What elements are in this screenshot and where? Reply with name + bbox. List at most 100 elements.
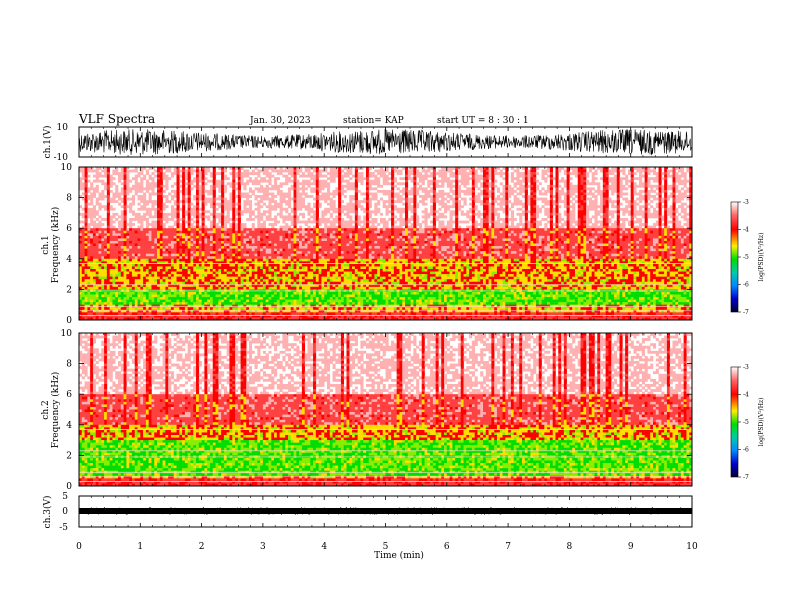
spectrogram-cell [307,182,311,186]
spectrogram-cell [307,202,311,206]
spectrogram-cell [675,200,679,203]
spectrogram-cell [410,223,414,226]
spectrogram-cell [647,215,651,219]
spectrogram-cell [432,177,436,181]
spectrogram-cell [329,197,333,201]
spectrogram-cell [157,202,161,206]
spectrogram-cell [449,169,453,173]
spectrogram-cell [285,177,289,181]
spectrogram-cell [346,179,350,183]
spectrogram-cell [530,233,534,237]
spectrogram-cell [502,202,506,206]
station-label: station= KAP [343,116,404,126]
spectrogram-cell [402,192,406,196]
spectrogram-cell [460,220,464,224]
spectrogram-cell [471,187,475,191]
spectrogram-cell [282,240,286,244]
spectrogram-cell [301,235,305,239]
spectrogram-cell [572,233,576,237]
spectrogram-cell [602,233,606,237]
spectrogram-cell [290,187,294,191]
spectrogram-cell [427,228,431,232]
spectrogram-cell [466,172,470,175]
spectrogram-cell [424,169,428,173]
spectrogram-cell [293,195,297,198]
spectrogram-cell [349,202,353,206]
spectrogram-cell [563,228,567,232]
spectrogram-cell [391,212,395,216]
spectrogram-cell [619,202,623,206]
spectrogram-cell [402,238,406,242]
spectrogram-cell [466,177,470,181]
spectrogram-cell [148,184,152,188]
spectrogram-cell [106,218,110,221]
spectrogram-cell [251,223,255,226]
spectrogram-cell [315,172,319,175]
spectrogram-cell [212,169,216,173]
spectrogram-cell [379,197,384,201]
spectrogram-cell [87,225,91,229]
spectrogram-cell [555,240,559,244]
spectrogram-cell [418,235,423,239]
spectrogram-cell [304,233,308,237]
spectrogram-cell [237,182,241,186]
spectrogram-cell [588,202,592,206]
spectrogram-cell [90,215,94,219]
spectrogram-cell [251,225,255,229]
spectrogram-cell [625,177,629,181]
spectrogram-cell [232,167,236,170]
spectrogram-cell [315,202,319,206]
spectrogram-cell [265,192,269,196]
spectrogram-cell [508,195,512,198]
spectrogram-cell [338,197,342,201]
spectrogram-cell [315,184,319,188]
spectrogram-cell [605,202,609,206]
spectrogram-cell [580,202,584,206]
spectrogram-cell [432,174,436,178]
spectrogram-cell [95,174,99,178]
spectrogram-cell [689,184,692,188]
spectrogram-cell [600,228,604,232]
spectrogram-cell [516,200,520,203]
spectrogram-cell [505,212,509,216]
spectrogram-cell [547,235,551,239]
spectrogram-cell [112,215,116,219]
spectrogram-cell [588,167,592,170]
spectrogram-cell [165,174,169,178]
spectrogram-cell [168,192,172,196]
spectrogram-cell [613,177,618,181]
spectrogram-cell [616,205,620,209]
spectrogram-cell [574,238,579,242]
spectrogram-cell [112,192,116,196]
spectrogram-cell [430,187,434,191]
spectrogram-cell [379,230,384,234]
spectrogram-cell [488,205,492,209]
spectrogram-cell [533,174,537,178]
spectrogram-cell [435,200,439,203]
spectrogram-cell [318,240,322,244]
spectrogram-cell [279,202,283,206]
spectrogram-cell [335,192,339,196]
spectrogram-cell [382,179,386,183]
spectrogram-cell [95,243,99,247]
spectrogram-cell [92,225,97,229]
spectrogram-cell [544,240,548,244]
spectrogram-cell [558,228,562,232]
spectrogram-cell [143,230,147,234]
spectrogram-cell [187,195,191,198]
spectrogram-cell [463,167,467,170]
spectrogram-cell [647,230,651,234]
spectrogram-cell [505,177,509,181]
spectrogram-cell [118,202,122,206]
spectrogram-cell [157,197,161,201]
spectrogram-cell [533,230,537,234]
spectrogram-cell [366,233,370,237]
spectrogram-cell [485,202,489,206]
spectrogram-cell [650,238,654,242]
spectrogram-cell [416,218,420,221]
spectrogram-cell [672,189,676,193]
spectrogram-cell [452,174,456,178]
spectrogram-cell [658,192,662,196]
spectrogram-cell [639,177,643,181]
spectrogram-cell [446,230,450,234]
